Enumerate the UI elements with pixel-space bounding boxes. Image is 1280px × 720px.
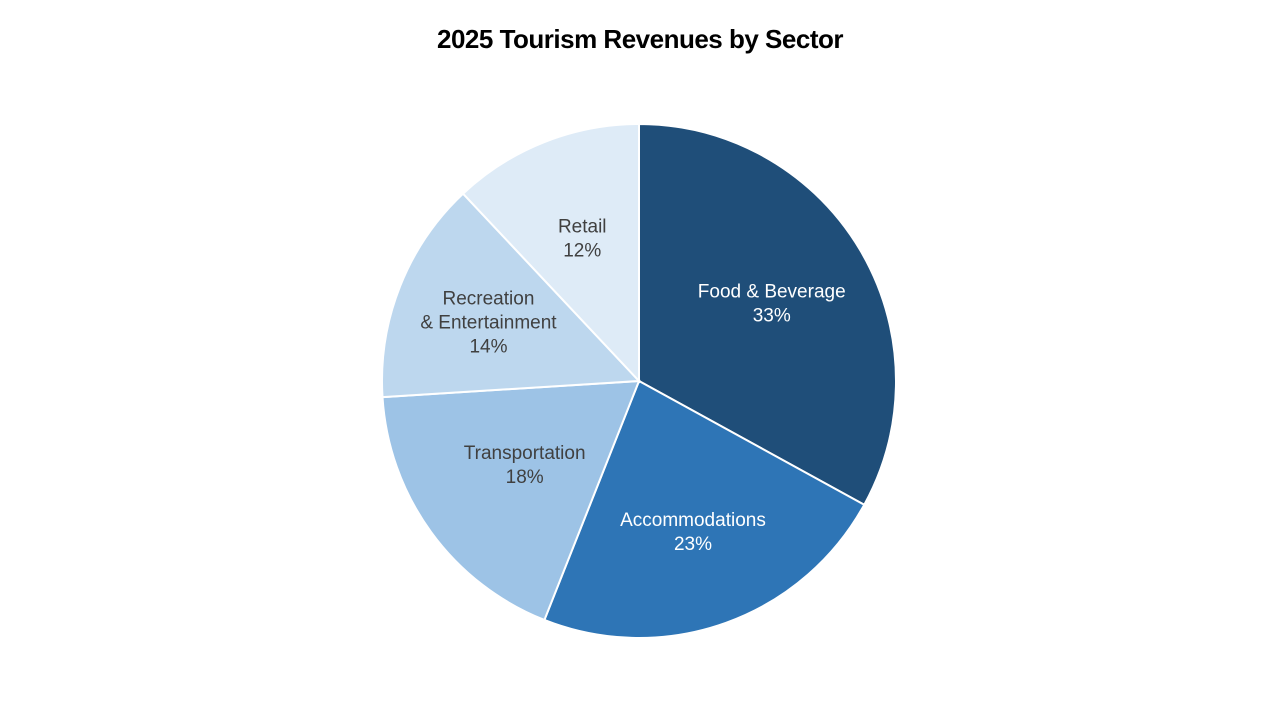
slice-label-0: Food & Beverage 33%	[698, 282, 846, 327]
slice-category-label: Food & Beverage	[698, 282, 846, 303]
slice-category-label: Retail	[558, 217, 607, 238]
slice-label-1: Accommodations 23%	[620, 510, 766, 555]
slice-value-label: 23%	[674, 534, 712, 555]
slice-value-label: 12%	[563, 241, 601, 262]
pie-slice-0	[638, 122, 897, 507]
pie-slice-2	[381, 379, 641, 622]
slice-category-label: Transportation	[464, 443, 586, 464]
slice-value-label: 18%	[506, 467, 544, 488]
slice-value-label: 33%	[753, 306, 791, 327]
pie-slice-4	[461, 122, 640, 384]
slice-label-3: Recreation & Entertainment 14%	[420, 288, 557, 357]
pie-slice-1	[543, 379, 866, 639]
chart-title: 2025 Tourism Revenues by Sector	[437, 24, 843, 54]
slice-value-label: 14%	[469, 336, 507, 357]
slice-category-label: Accommodations	[620, 510, 766, 531]
slice-label-4: Retail 12%	[558, 217, 607, 262]
slice-category-label: & Entertainment	[420, 312, 557, 333]
pie-slice-3	[381, 192, 642, 399]
slice-category-label: Recreation	[443, 288, 535, 309]
slice-label-2: Transportation 18%	[464, 443, 586, 488]
